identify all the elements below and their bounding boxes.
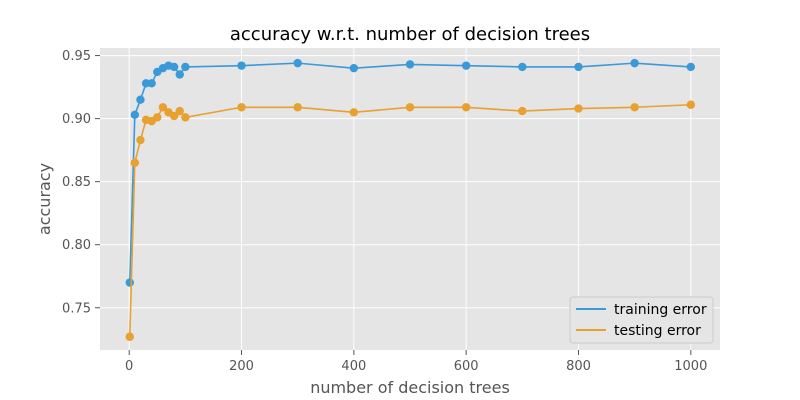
training-data-point: [405, 60, 415, 69]
testing-data-point: [461, 103, 471, 112]
training-data-point: [125, 278, 134, 287]
training-data-point: [237, 61, 246, 70]
testing-data-point: [125, 332, 134, 341]
training-data-point: [169, 62, 179, 72]
testing-data-point: [158, 103, 168, 112]
y-tick-label: 0.90: [62, 112, 91, 127]
tick-layer: 0 200 400 600 800 1000 0.75 0.80 0.85 0.90 0.95: [62, 49, 707, 374]
training-data-point: [686, 62, 695, 72]
testing-data-point: [237, 103, 246, 112]
training-data-point: [130, 110, 140, 120]
training-data-point: [147, 79, 156, 88]
testing-data-point: [153, 113, 162, 122]
training-data-point: [181, 62, 190, 72]
y-tick-label: 0.85: [62, 175, 91, 190]
x-tick-label: 600: [454, 359, 479, 374]
training-data-point: [293, 58, 302, 68]
training-data-point: [349, 63, 359, 73]
legend: training error testing error: [569, 296, 714, 344]
series-layer: [125, 58, 695, 341]
testing-data-point: [136, 135, 145, 145]
testing-data-point: [518, 106, 527, 116]
training-data-point: [175, 70, 184, 79]
testing-data-point: [181, 113, 190, 122]
testing-data-point: [175, 106, 184, 116]
testing-data-point: [349, 108, 359, 117]
y-tick-label: 0.95: [62, 49, 91, 64]
testing-data-point: [630, 103, 639, 112]
training-data-point: [630, 58, 639, 68]
testing-data-point: [686, 100, 695, 109]
y-tick-label: 0.80: [62, 238, 91, 253]
y-axis-label: accuracy: [35, 163, 54, 235]
chart-title: accuracy w.r.t. number of decision trees: [230, 24, 590, 45]
testing-data-point: [130, 158, 140, 167]
legend-label-training: training error: [614, 302, 707, 318]
x-tick-label: 400: [341, 359, 366, 374]
testing-data-point: [405, 103, 415, 112]
training-data-point: [461, 61, 471, 70]
training-data-point: [574, 62, 583, 72]
y-tick-label: 0.75: [62, 301, 91, 316]
legend-label-testing: testing error: [614, 323, 701, 339]
testing-data-point: [293, 103, 302, 112]
testing-data-point: [169, 111, 179, 121]
x-tick-label: 200: [229, 359, 254, 374]
training-data-point: [136, 95, 145, 104]
x-tick-label: 1000: [674, 359, 707, 374]
x-tick-label: 0: [125, 359, 133, 374]
testing-data-point: [574, 104, 583, 113]
x-axis-label: number of decision trees: [310, 378, 510, 397]
training-data-point: [518, 62, 527, 72]
x-tick-label: 800: [566, 359, 591, 374]
